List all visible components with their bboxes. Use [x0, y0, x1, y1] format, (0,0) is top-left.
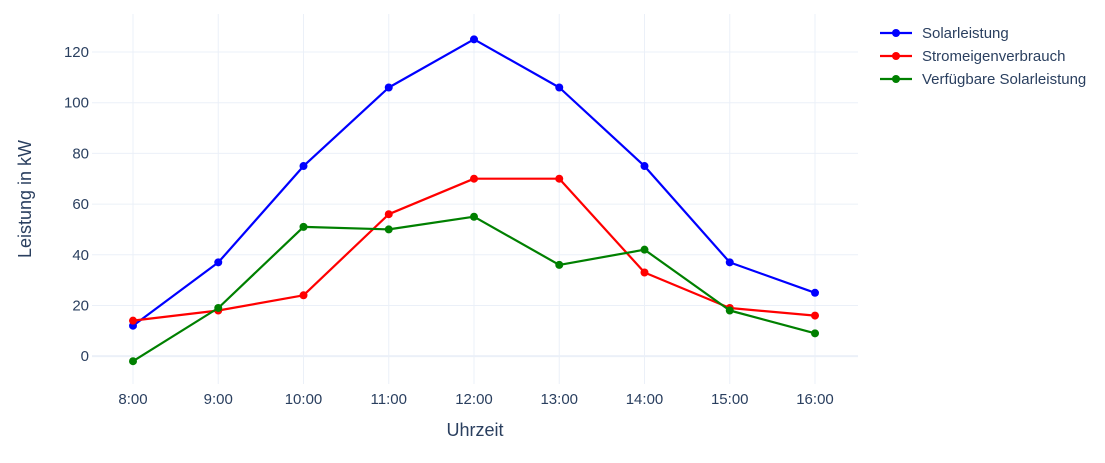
x-tick-label: 9:00 — [204, 391, 233, 408]
data-point[interactable] — [725, 258, 734, 267]
data-point[interactable] — [384, 225, 393, 234]
x-tick-label: 15:00 — [711, 391, 749, 408]
x-tick-label: 16:00 — [796, 391, 834, 408]
data-point[interactable] — [129, 357, 137, 366]
x-tick-label: 10:00 — [285, 391, 323, 408]
data-point[interactable] — [811, 329, 819, 338]
data-point[interactable] — [470, 35, 478, 44]
y-tick-label: 100 — [64, 95, 89, 112]
data-point[interactable] — [640, 268, 649, 277]
legend-label: Verfügbare Solarleistung — [922, 71, 1086, 88]
legend-marker — [892, 29, 900, 37]
data-point[interactable] — [299, 222, 308, 231]
y-tick-label: 40 — [72, 247, 89, 264]
data-point[interactable] — [299, 162, 308, 171]
y-axis-ticks: 0 20 40 60 80 100 120 — [64, 44, 89, 365]
x-tick-label: 13:00 — [540, 391, 578, 408]
data-point[interactable] — [640, 162, 649, 171]
legend-item[interactable]: Verfügbare Solarleistung — [880, 71, 1086, 88]
data-point[interactable] — [470, 174, 478, 183]
data-point[interactable] — [555, 260, 564, 269]
legend-item[interactable]: Stromeigenverbrauch — [880, 48, 1065, 65]
data-point[interactable] — [725, 306, 734, 315]
legend-item[interactable]: Solarleistung — [880, 25, 1009, 42]
legend-label: Solarleistung — [922, 25, 1009, 42]
x-axis-ticks: 8:00 9:00 10:00 11:00 12:00 13:00 14:00 15:00 16… — [118, 391, 833, 408]
y-tick-label: 20 — [72, 297, 89, 314]
data-point[interactable] — [555, 83, 564, 92]
data-point[interactable] — [640, 245, 649, 254]
data-point[interactable] — [384, 83, 393, 92]
series[interactable] — [129, 212, 819, 366]
data-point[interactable] — [811, 288, 819, 297]
data-point[interactable] — [214, 303, 223, 312]
legend-marker — [892, 75, 900, 83]
data-point[interactable] — [129, 316, 137, 325]
data-point[interactable] — [555, 174, 564, 183]
legend[interactable]: Solarleistung Stromeigenverbrauch Verfügba… — [880, 25, 1086, 88]
y-tick-label: 120 — [64, 44, 89, 61]
grid — [92, 14, 858, 384]
data-point[interactable] — [299, 291, 308, 300]
x-tick-label: 14:00 — [626, 391, 664, 408]
data-point[interactable] — [384, 210, 393, 219]
y-tick-label: 80 — [72, 145, 89, 162]
y-tick-label: 0 — [81, 348, 89, 365]
y-axis-title: Leistung in kW — [15, 140, 35, 258]
x-tick-label: 12:00 — [455, 391, 493, 408]
x-tick-label: 8:00 — [118, 391, 147, 408]
data-point[interactable] — [214, 258, 223, 267]
x-tick-label: 11:00 — [371, 391, 407, 408]
series-group — [129, 35, 819, 366]
legend-marker — [892, 52, 900, 60]
legend-label: Stromeigenverbrauch — [922, 48, 1065, 65]
data-point[interactable] — [811, 311, 819, 320]
data-point[interactable] — [470, 212, 478, 221]
y-tick-label: 60 — [72, 196, 89, 213]
x-axis-title: Uhrzeit — [446, 420, 503, 440]
